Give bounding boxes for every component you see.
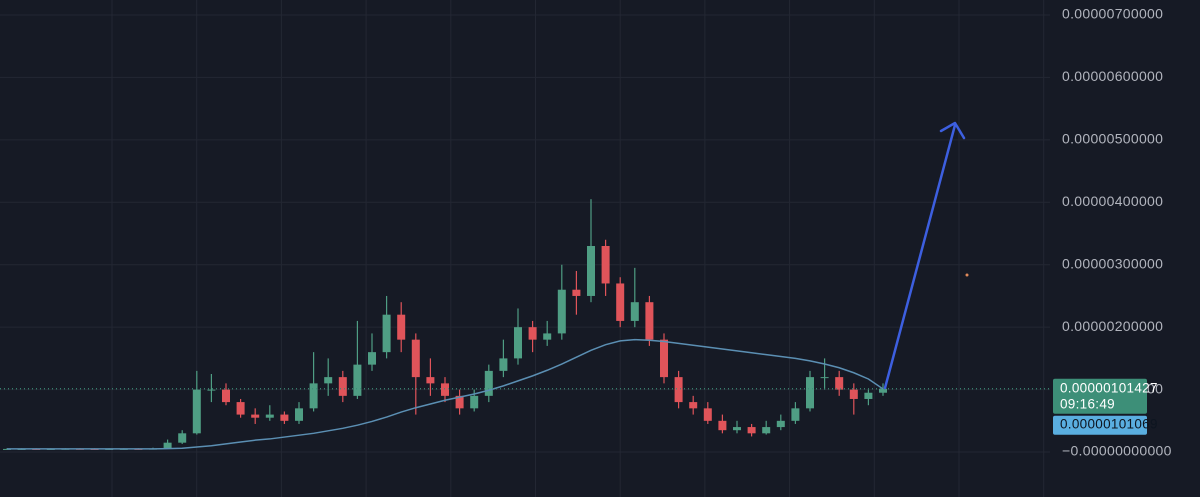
candle-body	[689, 402, 698, 409]
candle-body	[484, 370, 493, 396]
y-tick-label: 0.00000200000	[1062, 318, 1163, 334]
candle-body	[703, 408, 712, 421]
y-tick-label: −0.00000000000	[1062, 443, 1172, 459]
candle-body	[528, 327, 537, 340]
ma-tag-label: 0.00000101069	[1060, 416, 1158, 431]
candle-body	[397, 314, 406, 340]
candle-body	[630, 302, 639, 321]
price-axis: −0.000000000000.000001000000.00000200000…	[1053, 6, 1172, 459]
candle-body	[879, 388, 887, 393]
ma-tag	[1053, 415, 1147, 435]
candle-body	[368, 352, 376, 365]
y-tick-label: 0.00000700000	[1062, 6, 1163, 22]
candle-body	[776, 420, 785, 428]
candle-body	[820, 377, 829, 379]
candle-body	[382, 314, 391, 353]
price-tag	[1053, 378, 1147, 414]
candle-body	[192, 389, 201, 434]
candle-body	[616, 283, 625, 321]
candle-body	[587, 246, 595, 296]
candle-body	[338, 377, 347, 396]
candle-body	[718, 420, 727, 431]
candle-body	[864, 392, 873, 399]
candle-body	[514, 327, 522, 359]
candle-body	[674, 377, 683, 403]
candle-body	[601, 246, 610, 284]
marker-dot	[965, 273, 969, 277]
candle-body	[455, 395, 464, 409]
candle-body	[543, 333, 552, 340]
moving-average-line	[7, 338, 884, 450]
candle-body	[499, 358, 508, 371]
candle-body	[660, 339, 668, 378]
price-tag-time: 09:16:49	[1060, 396, 1115, 411]
candle-body	[849, 389, 858, 399]
candle-body	[280, 414, 289, 421]
candle-body	[265, 414, 274, 418]
arrow-drawing	[883, 121, 966, 390]
candle-body	[295, 408, 303, 421]
candle-body	[806, 377, 814, 409]
plot-area	[0, 199, 1050, 450]
grid	[0, 0, 1050, 497]
candle-body	[353, 364, 362, 396]
candle-body	[762, 427, 771, 434]
candle-body	[309, 383, 318, 409]
candle-body	[324, 377, 333, 384]
price-tag-label: 0.00000101427	[1060, 380, 1158, 395]
y-tick-label: 0.00000300000	[1062, 255, 1163, 271]
y-tick-label: 0.00000600000	[1062, 68, 1163, 84]
candle-body	[441, 383, 449, 396]
candle-body	[572, 289, 581, 296]
y-tick-label: 0.00000500000	[1062, 131, 1163, 147]
candle-body	[645, 302, 654, 340]
candle-body	[163, 442, 172, 449]
candle-body	[791, 408, 800, 421]
candle-body	[207, 389, 216, 391]
candle-body	[557, 289, 566, 334]
candle-body	[747, 427, 756, 434]
candle-body	[222, 389, 230, 403]
candle-body	[251, 414, 260, 418]
candle-body	[470, 395, 479, 409]
candle-body	[733, 427, 741, 431]
candle-body	[411, 339, 420, 378]
candle-body	[236, 402, 245, 415]
candle-body	[426, 377, 435, 384]
candle-body	[835, 377, 844, 390]
candle-body	[178, 433, 187, 443]
y-tick-label: 0.00000400000	[1062, 193, 1163, 209]
